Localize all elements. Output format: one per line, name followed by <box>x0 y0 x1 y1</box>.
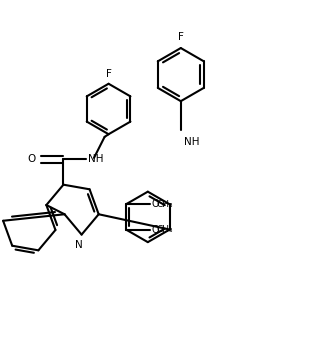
Text: CH₃: CH₃ <box>157 200 173 209</box>
Text: CH₃: CH₃ <box>157 225 173 234</box>
Text: O: O <box>151 224 159 235</box>
Text: NH: NH <box>88 154 103 165</box>
Text: O: O <box>151 199 159 209</box>
Text: N: N <box>75 240 83 250</box>
Text: NH: NH <box>184 137 199 147</box>
Text: F: F <box>178 32 184 42</box>
Text: F: F <box>106 69 112 79</box>
Text: O: O <box>28 154 36 165</box>
